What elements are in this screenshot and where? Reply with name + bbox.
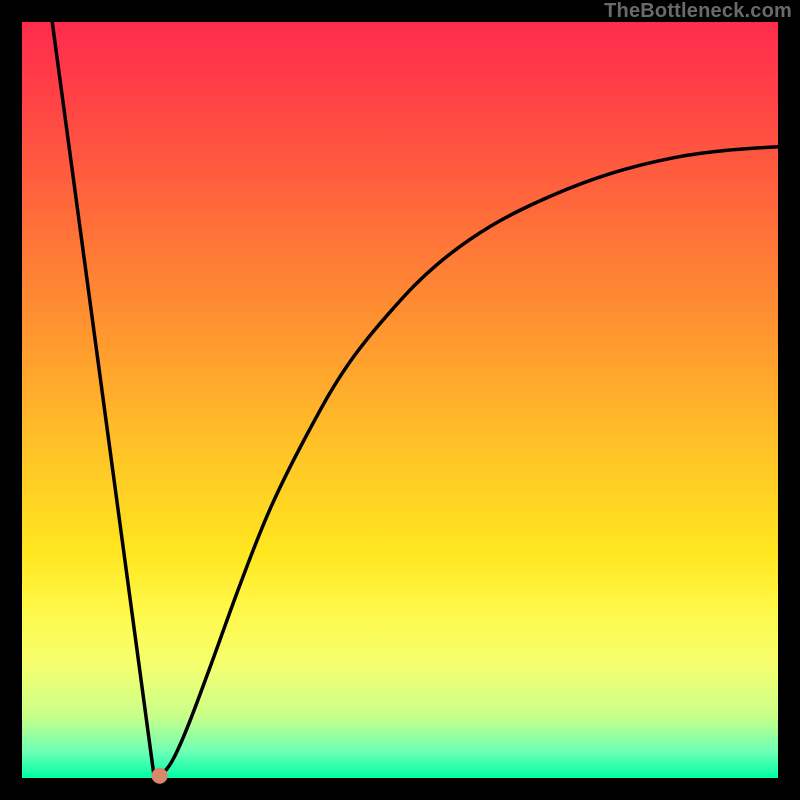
watermark-label: TheBottleneck.com xyxy=(604,0,792,23)
chart-stage: TheBottleneck.com xyxy=(0,0,800,800)
chart-svg xyxy=(0,0,800,800)
plot-area xyxy=(22,22,778,778)
curve-minimum-marker xyxy=(152,768,168,784)
